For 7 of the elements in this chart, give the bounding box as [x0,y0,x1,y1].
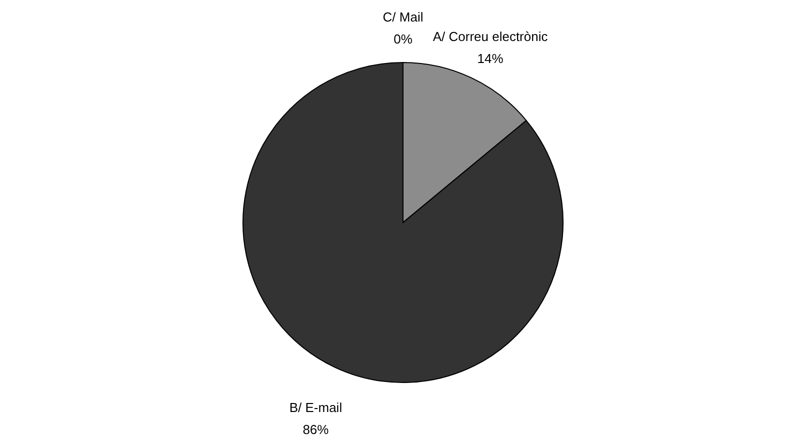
pie-slice [242,62,564,383]
data-label: 14% [477,51,504,66]
slice-label: B/ E-mail [289,400,342,415]
slice-label: A/ Correu electrònic [432,29,548,44]
category-label: C/ Mail [382,10,424,24]
text: 0% [394,32,412,46]
data-label: 86% [302,422,330,437]
